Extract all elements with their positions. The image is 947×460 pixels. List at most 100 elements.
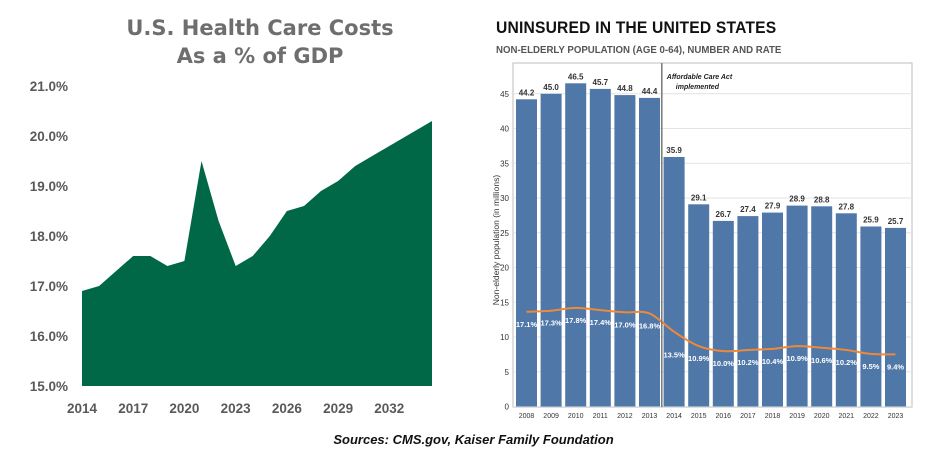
uninsured-bar (811, 206, 833, 407)
uninsured-bar-value-label: 35.9 (666, 146, 682, 155)
uninsured-rate-label: 16.8% (639, 321, 661, 330)
uninsured-x-tick-label: 2022 (863, 413, 879, 420)
uninsured-bar (565, 83, 587, 407)
uninsured-rate-label: 17.1% (516, 320, 538, 329)
uninsured-y-tick-label: 20 (500, 264, 509, 273)
uninsured-y-axis-label: Non-elderly population (in millions) (491, 175, 501, 306)
uninsured-x-tick-label: 2010 (568, 413, 584, 420)
uninsured-x-tick-label: 2017 (740, 413, 756, 420)
uninsured-bar (712, 220, 734, 407)
uninsured-bar-value-label: 25.9 (863, 215, 879, 224)
uninsured-bar (589, 88, 611, 407)
uninsured-rate-label: 9.4% (887, 362, 904, 371)
health-cost-x-tick-label: 2029 (323, 401, 353, 416)
health-cost-y-tick-label: 17.0% (30, 279, 68, 294)
health-cost-chart-panel: U.S. Health Care Costs As a % of GDP 15.… (0, 0, 465, 425)
uninsured-chart-panel: UNINSURED IN THE UNITED STATES NON-ELDER… (480, 0, 947, 425)
uninsured-bar (885, 227, 906, 407)
uninsured-bar (786, 205, 808, 407)
uninsured-x-tick-label: 2023 (888, 413, 904, 420)
uninsured-bar-value-label: 28.8 (814, 195, 830, 204)
uninsured-y-tick-label: 5 (505, 368, 510, 377)
health-cost-area-chart: 15.0% 16.0% 17.0% 18.0% 19.0% 20.0% 21.0% 2014 2… (30, 79, 432, 416)
uninsured-y-tick-label: 30 (500, 194, 509, 203)
health-cost-y-tick-label: 20.0% (30, 129, 68, 144)
health-cost-y-tick-label: 18.0% (30, 229, 68, 244)
health-cost-x-tick-label: 2020 (169, 401, 199, 416)
uninsured-y-tick-label: 45 (500, 90, 509, 99)
uninsured-x-tick-label: 2009 (543, 413, 559, 420)
uninsured-bar-value-label: 27.4 (740, 205, 756, 214)
health-cost-y-tick-label: 15.0% (30, 379, 68, 394)
sources-footnote: Sources: CMS.gov, Kaiser Family Foundati… (333, 432, 614, 447)
health-cost-x-tick-label: 2017 (118, 401, 148, 416)
uninsured-bar (762, 212, 783, 407)
aca-annotation-line-2: implemented (676, 84, 720, 91)
uninsured-bar-value-label: 45.7 (593, 78, 609, 87)
uninsured-x-tick-label: 2014 (666, 413, 682, 420)
uninsured-rate-label: 17.8% (565, 316, 587, 325)
uninsured-y-tick-label: 25 (500, 229, 509, 238)
uninsured-rate-label: 9.5% (862, 362, 879, 371)
uninsured-x-tick-label: 2013 (642, 413, 658, 420)
uninsured-rate-label: 17.4% (590, 318, 612, 327)
health-cost-x-tick-label: 2014 (67, 401, 98, 416)
uninsured-bar (688, 204, 710, 407)
uninsured-bar (540, 93, 562, 407)
uninsured-rate-label: 10.4% (762, 357, 784, 366)
uninsured-rate-label: 10.2% (836, 358, 858, 367)
uninsured-bar (639, 97, 660, 407)
uninsured-chart-title: UNINSURED IN THE UNITED STATES (496, 18, 777, 37)
health-cost-title-line-1: U.S. Health Care Costs (126, 16, 394, 40)
uninsured-bar (860, 226, 882, 407)
uninsured-bar (737, 216, 759, 407)
health-cost-title-line-2: As a % of GDP (176, 44, 344, 68)
uninsured-x-tick-label: 2015 (691, 413, 707, 420)
uninsured-rate-label: 13.5% (663, 351, 685, 360)
uninsured-y-tick-label: 35 (500, 159, 509, 168)
health-cost-y-tick-label: 16.0% (30, 329, 68, 344)
uninsured-rate-label: 10.9% (786, 354, 808, 363)
uninsured-x-tick-label: 2019 (789, 413, 805, 420)
uninsured-bar-value-label: 26.7 (716, 210, 732, 219)
uninsured-x-tick-label: 2008 (519, 413, 535, 420)
uninsured-bar (614, 95, 636, 407)
health-cost-y-tick-label: 19.0% (30, 179, 68, 194)
uninsured-bar-value-label: 28.9 (789, 195, 805, 204)
uninsured-y-tick-label: 10 (500, 333, 509, 342)
uninsured-bar-value-label: 44.8 (617, 84, 633, 93)
aca-annotation-line-1: Affordable Care Act (666, 74, 733, 81)
uninsured-x-tick-label: 2021 (839, 413, 855, 420)
uninsured-chart-subtitle: NON-ELDERLY POPULATION (AGE 0-64), NUMBE… (496, 44, 782, 56)
health-cost-x-tick-label: 2026 (272, 401, 303, 416)
uninsured-rate-label: 10.6% (811, 356, 833, 365)
uninsured-rate-label: 10.0% (713, 359, 735, 368)
health-cost-x-tick-label: 2023 (221, 401, 252, 416)
uninsured-bar (835, 213, 857, 407)
uninsured-y-tick-label: 40 (500, 125, 509, 134)
health-cost-y-tick-label: 21.0% (30, 79, 68, 94)
uninsured-bar-value-label: 27.8 (839, 202, 855, 211)
uninsured-x-tick-label: 2011 (593, 413, 608, 420)
uninsured-y-tick-label: 15 (500, 298, 509, 307)
uninsured-rate-label: 10.2% (737, 358, 759, 367)
uninsured-x-tick-label: 2018 (765, 413, 781, 420)
uninsured-bar-value-label: 44.2 (519, 88, 535, 97)
uninsured-bar-value-label: 46.5 (568, 72, 584, 81)
health-cost-x-tick-label: 2032 (374, 401, 404, 416)
uninsured-x-tick-label: 2016 (716, 413, 732, 420)
uninsured-rate-label: 17.0% (614, 320, 636, 329)
uninsured-bar-value-label: 44.4 (642, 87, 658, 96)
uninsured-bar-value-label: 27.9 (765, 202, 781, 211)
uninsured-rate-line (526, 306, 896, 356)
uninsured-bar-chart: 0 5 10 15 20 25 30 35 40 45 Non-elderly population… (491, 62, 913, 420)
uninsured-bar-value-label: 45.0 (543, 83, 559, 92)
uninsured-rate-label: 10.9% (688, 354, 710, 363)
uninsured-bar-value-label: 25.7 (888, 217, 904, 226)
uninsured-rate-label: 17.3% (540, 319, 562, 328)
uninsured-bar (516, 99, 537, 407)
uninsured-x-tick-label: 2020 (814, 413, 830, 420)
uninsured-x-tick-label: 2012 (617, 413, 633, 420)
uninsured-bar (663, 157, 685, 407)
uninsured-bar-value-label: 29.1 (691, 193, 707, 202)
